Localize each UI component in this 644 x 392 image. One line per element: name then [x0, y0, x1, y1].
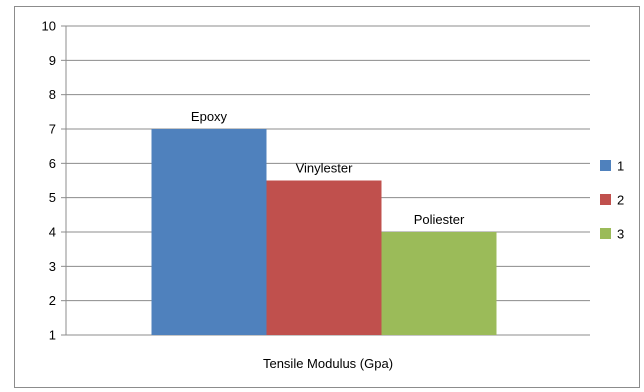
legend-label: 3: [617, 227, 624, 242]
y-tick-label: 5: [49, 190, 56, 205]
legend-swatch: [600, 194, 611, 205]
bar-epoxy: [151, 129, 267, 335]
y-tick-label: 10: [42, 19, 56, 34]
legend-label: 1: [617, 159, 624, 174]
bar-vinylester: [266, 180, 382, 335]
y-tick-label: 1: [49, 328, 56, 343]
bar-label: Vinylester: [296, 161, 354, 176]
y-tick-label: 4: [49, 225, 56, 240]
legend-swatch: [600, 228, 611, 239]
bar-poliester: [381, 232, 497, 335]
bars: [151, 129, 497, 335]
y-tick-label: 6: [49, 156, 56, 171]
bar-labels: Epoxy Vinylester Poliester: [191, 109, 465, 227]
legend: 1 2 3: [600, 159, 624, 242]
legend-swatch: [600, 160, 611, 171]
bar-label: Epoxy: [191, 109, 228, 124]
y-tick-label: 3: [49, 259, 56, 274]
y-tick-label: 9: [49, 53, 56, 68]
y-tick-label: 7: [49, 122, 56, 137]
bar-label: Poliester: [414, 212, 465, 227]
y-tick-label: 2: [49, 293, 56, 308]
y-tick-label: 8: [49, 87, 56, 102]
x-axis-label: Tensile Modulus (Gpa): [263, 356, 393, 371]
legend-label: 2: [617, 193, 624, 208]
